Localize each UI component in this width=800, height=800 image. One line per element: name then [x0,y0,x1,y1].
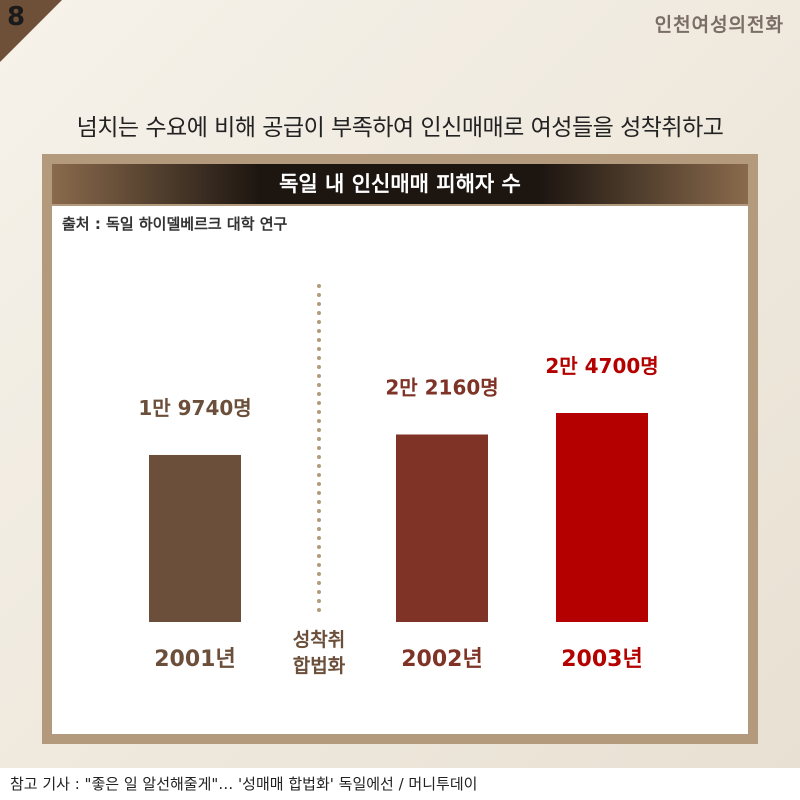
card-number: 8 [7,2,26,32]
chart-panel: 출처 : 독일 하이델베르크 대학 연구 1만 9740명 2001년 2만 216… [52,206,748,734]
bar [149,454,241,622]
annotation-line2: 합법화 [293,655,346,677]
bar [556,413,648,622]
bar-chart: 1만 9740명 2001년 2만 2160명 2002년 2만 4700명 2003년 성… [138,284,659,677]
bar-value-label: 2만 4700명 [545,354,658,378]
chart-title: 독일 내 인신매매 피해자 수 [52,164,748,204]
chart-frame: 독일 내 인신매매 피해자 수 출처 : 독일 하이델베르크 대학 연구 1만 … [42,154,758,744]
corner-badge [0,0,62,62]
brand-logo: 인천여성의전화 [654,14,784,36]
headline: 넘치는 수요에 비해 공급이 부족하여 인신매매로 여성들을 성착취하고 [76,115,724,141]
category-label: 2001년 [154,647,235,672]
bar-value-label: 2만 2160명 [385,375,498,399]
category-label: 2002년 [401,647,482,672]
footer-reference: 참고 기사 : "좋은 일 알선해줄게"… '성매매 합법화' 독일에선 / 머… [0,768,800,800]
chart-source: 출처 : 독일 하이델베르크 대학 연구 [62,215,288,233]
bar [396,434,488,622]
annotation-line1: 성착취 [293,629,345,651]
bar-value-label: 1만 9740명 [138,396,251,420]
category-label: 2003년 [561,647,642,672]
